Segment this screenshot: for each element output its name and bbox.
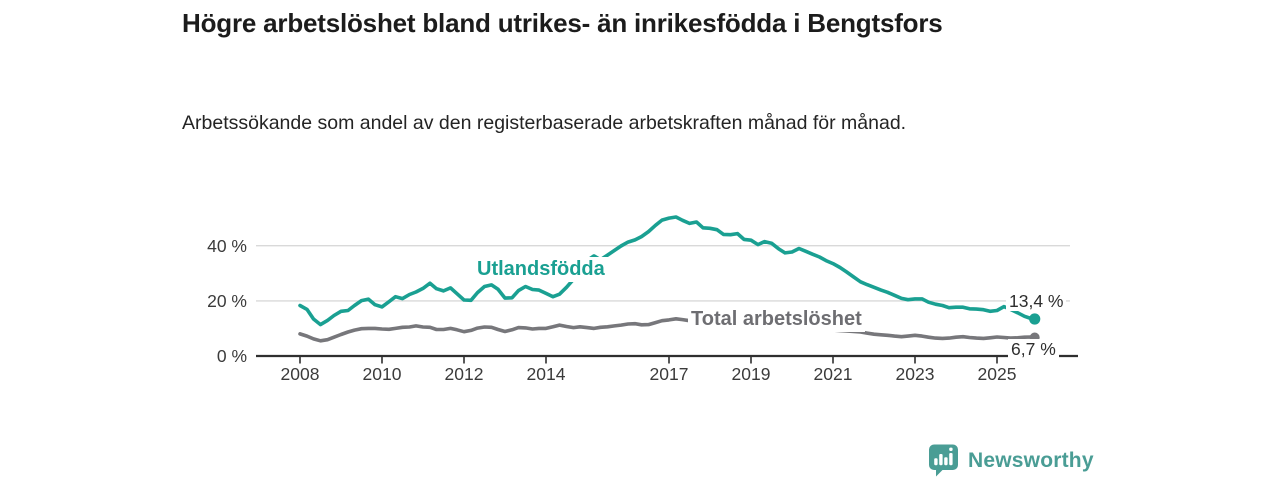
x-axis-label: 2021	[813, 364, 853, 384]
x-axis-label: 2008	[280, 364, 320, 384]
newsworthy-logo: Newsworthy	[928, 443, 1094, 478]
chart-title: Högre arbetslöshet bland utrikes- än inr…	[182, 8, 943, 38]
x-axis-label: 2014	[526, 364, 566, 384]
x-axis-label: 2025	[977, 364, 1017, 384]
x-axis-label: 2017	[649, 364, 689, 384]
x-axis-label: 2023	[895, 364, 935, 384]
series-label-total-arbetsloshet: Total arbetslöshet	[688, 307, 865, 332]
series-label-utlandsfodda: Utlandsfödda	[474, 257, 608, 282]
y-axis-label: 0 %	[216, 346, 247, 366]
newsworthy-speech-bubble-bar-chart-icon	[928, 444, 959, 477]
y-axis-label: 40 %	[207, 236, 247, 256]
end-value-utlandsfodda: 13,4 %	[1006, 291, 1067, 311]
newsworthy-wordmark: Newsworthy	[968, 448, 1094, 472]
series-line-1	[298, 316, 1037, 343]
x-axis-label: 2019	[731, 364, 771, 384]
y-axis-label: 20 %	[207, 291, 247, 311]
chart-subtitle: Arbetssökande som andel av den registerb…	[182, 112, 907, 134]
end-value-total-arbetsloshet: 6,7 %	[1008, 339, 1059, 359]
series-line-0	[298, 215, 1037, 327]
x-axis-label: 2010	[362, 364, 402, 384]
series-end-dot-0	[1029, 313, 1041, 325]
x-axis-label: 2012	[444, 364, 484, 384]
